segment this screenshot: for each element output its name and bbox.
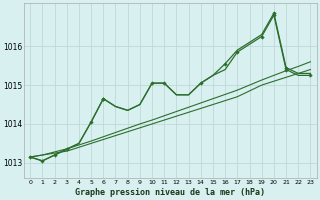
- X-axis label: Graphe pression niveau de la mer (hPa): Graphe pression niveau de la mer (hPa): [75, 188, 265, 197]
